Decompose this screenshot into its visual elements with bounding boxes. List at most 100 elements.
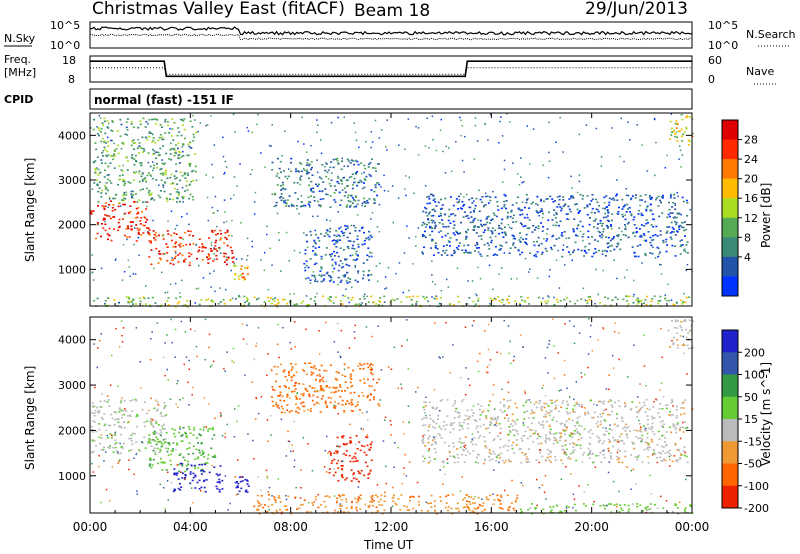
heatmap-cell bbox=[524, 430, 527, 433]
heatmap-cell bbox=[544, 406, 546, 409]
heatmap-cell bbox=[640, 236, 643, 238]
heatmap-cell bbox=[537, 225, 540, 227]
heatmap-cell bbox=[629, 409, 632, 411]
heatmap-cell bbox=[287, 205, 290, 207]
heatmap-cell bbox=[523, 454, 526, 456]
heatmap-cell bbox=[510, 278, 512, 280]
heatmap-cell bbox=[452, 220, 455, 223]
heatmap-cell bbox=[579, 220, 582, 223]
heatmap-cell bbox=[103, 460, 105, 462]
heatmap-cell bbox=[361, 204, 363, 207]
heatmap-cell bbox=[299, 177, 302, 179]
heatmap-cell bbox=[107, 297, 109, 299]
heatmap-cell bbox=[230, 269, 232, 272]
heatmap-cell bbox=[430, 240, 433, 242]
heatmap-cell bbox=[643, 302, 645, 304]
heatmap-cell bbox=[312, 504, 314, 506]
heatmap-cell bbox=[203, 479, 206, 482]
heatmap-cell bbox=[179, 151, 182, 154]
heatmap-cell bbox=[435, 512, 438, 515]
heatmap-cell bbox=[143, 297, 146, 300]
heatmap-cell bbox=[173, 488, 176, 491]
heatmap-cell bbox=[463, 244, 466, 247]
heatmap-cell bbox=[117, 221, 120, 224]
heatmap-cell bbox=[650, 438, 653, 441]
heatmap-cell bbox=[434, 224, 437, 226]
heatmap-cell bbox=[495, 455, 498, 458]
heatmap-cell bbox=[517, 173, 519, 175]
heatmap-cell bbox=[150, 249, 153, 251]
heatmap-cell bbox=[462, 506, 465, 509]
heatmap-cell bbox=[163, 162, 166, 165]
heatmap-cell bbox=[526, 437, 529, 440]
heatmap-cell bbox=[563, 298, 566, 301]
heatmap-cell bbox=[573, 398, 575, 401]
heatmap-cell bbox=[260, 396, 263, 398]
heatmap-cell bbox=[638, 430, 641, 432]
heatmap-cell bbox=[253, 201, 256, 203]
heatmap-cell bbox=[216, 209, 219, 212]
heatmap-cell bbox=[341, 468, 344, 470]
heatmap-cell bbox=[363, 474, 366, 477]
heatmap-cell bbox=[257, 505, 260, 507]
heatmap-cell bbox=[111, 120, 113, 122]
heatmap-cell bbox=[616, 234, 619, 237]
heatmap-cell bbox=[289, 161, 292, 164]
heatmap-cell bbox=[162, 253, 165, 255]
heatmap-cell bbox=[651, 422, 654, 425]
heatmap-cell bbox=[447, 219, 450, 222]
heatmap-cell bbox=[400, 301, 403, 303]
heatmap-cell bbox=[656, 457, 659, 459]
heatmap-cell bbox=[496, 205, 499, 207]
heatmap-cell bbox=[647, 446, 650, 449]
heatmap-cell bbox=[556, 206, 559, 208]
heatmap-cell bbox=[93, 405, 96, 407]
heatmap-cell bbox=[499, 244, 502, 246]
heatmap-cell bbox=[290, 170, 292, 172]
heatmap-cell bbox=[591, 350, 594, 352]
heatmap-cell bbox=[465, 448, 468, 450]
heatmap-cell bbox=[569, 210, 572, 213]
heatmap-cell bbox=[276, 212, 279, 215]
heatmap-cell bbox=[548, 343, 550, 345]
heatmap-cell bbox=[122, 143, 125, 145]
heatmap-cell bbox=[319, 198, 322, 201]
heatmap-cell bbox=[644, 200, 647, 203]
heatmap-cell bbox=[197, 287, 200, 290]
heatmap-cell bbox=[187, 230, 190, 232]
heatmap-cell bbox=[408, 296, 411, 298]
heatmap-cell bbox=[177, 463, 180, 466]
heatmap-cell bbox=[212, 428, 215, 431]
heatmap-cell bbox=[456, 502, 459, 505]
heatmap-cell bbox=[519, 304, 521, 306]
heatmap-cell bbox=[637, 299, 640, 301]
heatmap-cell bbox=[107, 206, 109, 208]
heatmap-cell bbox=[424, 185, 427, 187]
heatmap-cell bbox=[472, 210, 475, 212]
heatmap-cell bbox=[136, 147, 139, 149]
heatmap-cell bbox=[578, 485, 580, 487]
heatmap-cell bbox=[135, 425, 138, 428]
heatmap-cell bbox=[545, 434, 547, 436]
heatmap-cell bbox=[512, 507, 515, 510]
heatmap-cell bbox=[144, 177, 147, 179]
nave-tick-top: 60 bbox=[708, 54, 722, 67]
heatmap-cell bbox=[220, 233, 223, 235]
heatmap-cell bbox=[672, 425, 675, 428]
heatmap-cell bbox=[540, 198, 543, 201]
heatmap-cell bbox=[197, 130, 199, 133]
heatmap-cell bbox=[99, 400, 102, 403]
heatmap-cell bbox=[320, 280, 323, 283]
heatmap-cell bbox=[151, 464, 154, 466]
heatmap-cell bbox=[187, 463, 190, 466]
heatmap-cell bbox=[659, 251, 661, 254]
heatmap-cell bbox=[223, 242, 226, 244]
heatmap-cell bbox=[592, 416, 595, 419]
heatmap-cell bbox=[466, 500, 468, 502]
heatmap-cell bbox=[425, 207, 428, 210]
heatmap-cell bbox=[611, 213, 614, 215]
heatmap-cell bbox=[106, 126, 109, 128]
heatmap-cell bbox=[547, 300, 550, 302]
heatmap-cell bbox=[580, 425, 583, 427]
heatmap-cell bbox=[492, 212, 495, 214]
